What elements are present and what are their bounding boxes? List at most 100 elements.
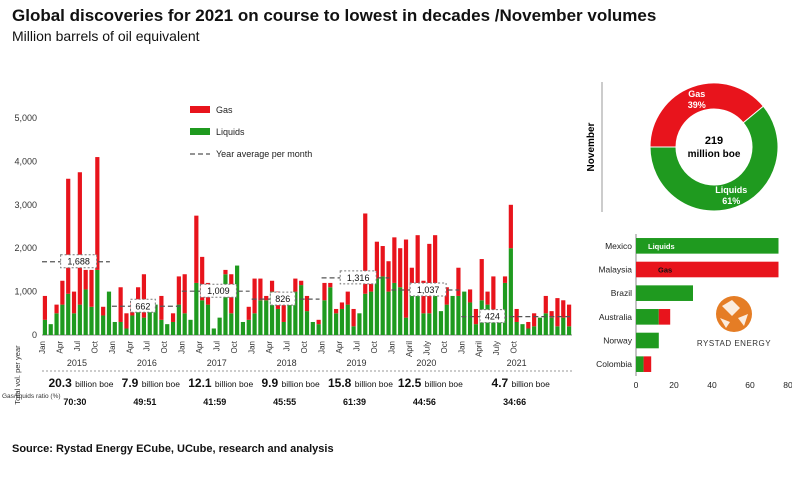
gas-bar — [71, 291, 77, 314]
gas-bar — [77, 172, 82, 305]
liquids-bar — [636, 309, 659, 325]
liquids-bar — [636, 285, 693, 301]
liquids-bar — [293, 291, 298, 335]
source-note: Source: Rystad Energy ECube, UCube, rese… — [12, 443, 334, 455]
liquids-bar — [322, 300, 327, 335]
liquids-bar — [159, 319, 164, 335]
x-tick-label: 20 — [669, 380, 679, 390]
liquids-bar — [101, 315, 106, 335]
liquids-bar — [205, 304, 211, 335]
gas-bar — [403, 239, 409, 318]
liquids-bar — [427, 313, 432, 335]
average-label: 1,316 — [347, 273, 370, 283]
year-total: 15.8 billion boe — [328, 376, 393, 390]
liquids-bar — [95, 269, 100, 335]
gas-bar — [95, 157, 100, 270]
monthly-discoveries-chart: 0 1,000 2,000 3,000 4,000 5,000 1,688 662 1,009 8… — [2, 105, 572, 407]
liquids-bar — [188, 319, 193, 335]
gas-bar — [561, 300, 566, 318]
month-tick-label: Apr — [125, 341, 134, 354]
liquids-bar — [403, 317, 409, 335]
y-tick-label: 0 — [32, 330, 37, 340]
year-total: 20.3 billion boe — [48, 376, 113, 390]
liquids-bar — [357, 313, 362, 335]
liquids-bar — [543, 313, 548, 335]
month-tick-label: Oct — [440, 340, 449, 353]
gas-bar — [398, 248, 403, 288]
liquids-bar — [106, 291, 112, 335]
month-tick-label: Jan — [248, 341, 257, 354]
year-total-value: 12.5 — [398, 376, 425, 390]
gas-bar — [485, 291, 490, 305]
legend-average-label: Year average per month — [216, 149, 312, 159]
month-tick-label: Jul — [143, 341, 152, 351]
gas-bar — [526, 321, 531, 329]
gas-bar — [532, 313, 537, 327]
legend-liquids-swatch — [190, 128, 210, 135]
country-label: Malaysia — [598, 265, 632, 275]
average-label: 1,037 — [417, 285, 440, 295]
gas-bar — [252, 278, 257, 314]
liquids-bar — [240, 321, 246, 335]
bar-inline-label: Gas — [658, 266, 672, 275]
gas-bar — [54, 304, 59, 314]
month-tick-label: Oct — [300, 340, 309, 353]
month-tick-label: Oct — [160, 340, 169, 353]
liquids-bar — [636, 238, 779, 254]
month-tick-label: April — [475, 341, 484, 357]
gas-bar — [136, 287, 141, 312]
donut-panel: November Gas 39% Liquids 61% 219 million boe — [582, 72, 792, 222]
month-tick-label: Jan — [317, 341, 326, 354]
gas-bar — [514, 308, 519, 322]
month-tick-label: Jul — [352, 341, 361, 351]
average-label: 1,688 — [67, 257, 90, 267]
liquids-bar — [328, 287, 333, 335]
logo-text: RYSTAD ENERGY — [697, 339, 771, 348]
liquids-bar — [363, 293, 368, 335]
liquids-bar — [66, 293, 71, 335]
liquids-bar — [462, 291, 467, 335]
gas-bar — [351, 308, 356, 327]
gas-bar — [508, 204, 513, 249]
gas-bar — [176, 276, 181, 305]
liquids-bar — [136, 311, 141, 335]
liquids-bar — [334, 313, 339, 335]
gas-bar — [421, 280, 426, 314]
gas-liquids-ratio: 34:66 — [503, 397, 526, 407]
gas-bar — [386, 261, 391, 292]
liquids-bar — [415, 295, 420, 335]
month-tick-label: Oct — [510, 340, 519, 353]
month-tick-label: Jan — [38, 341, 47, 354]
liquids-bar — [165, 324, 170, 335]
chart-title: Global discoveries for 2021 on course to… — [12, 6, 657, 25]
month-tick-label: Jan — [387, 341, 396, 354]
liquids-bar — [386, 291, 391, 335]
liquids-bar — [502, 282, 508, 335]
average-label-box — [409, 282, 447, 297]
liquids-bar — [217, 317, 222, 335]
country-label: Brazil — [611, 288, 632, 298]
gas-bar — [223, 269, 228, 275]
gas-bar — [502, 276, 508, 283]
gas-bar — [555, 298, 560, 327]
average-label-box — [199, 283, 237, 298]
liquids-bar — [398, 287, 403, 335]
year-total-value: 15.8 — [328, 376, 355, 390]
average-label-box — [479, 309, 506, 324]
year-total-unit: billion boe — [512, 379, 551, 389]
liquids-bar — [147, 308, 152, 335]
country-label: Australia — [599, 312, 632, 322]
gas-bar — [473, 308, 478, 325]
liquids-bar — [229, 313, 234, 335]
gas-bar — [293, 278, 298, 292]
chart-subtitle: Million barrels of oil equivalent — [12, 28, 200, 44]
gas-bar — [83, 269, 88, 290]
gas-liquids-ratio: 41:59 — [203, 397, 226, 407]
gas-bar — [339, 302, 345, 309]
year-label: 2016 — [137, 358, 157, 368]
rystad-logo: RYSTAD ENERGY — [697, 296, 771, 348]
liquids-bar — [246, 319, 251, 335]
month-tick-label: Oct — [90, 340, 99, 353]
ratio-title: Gas/liquids ratio (%) — [2, 393, 61, 400]
